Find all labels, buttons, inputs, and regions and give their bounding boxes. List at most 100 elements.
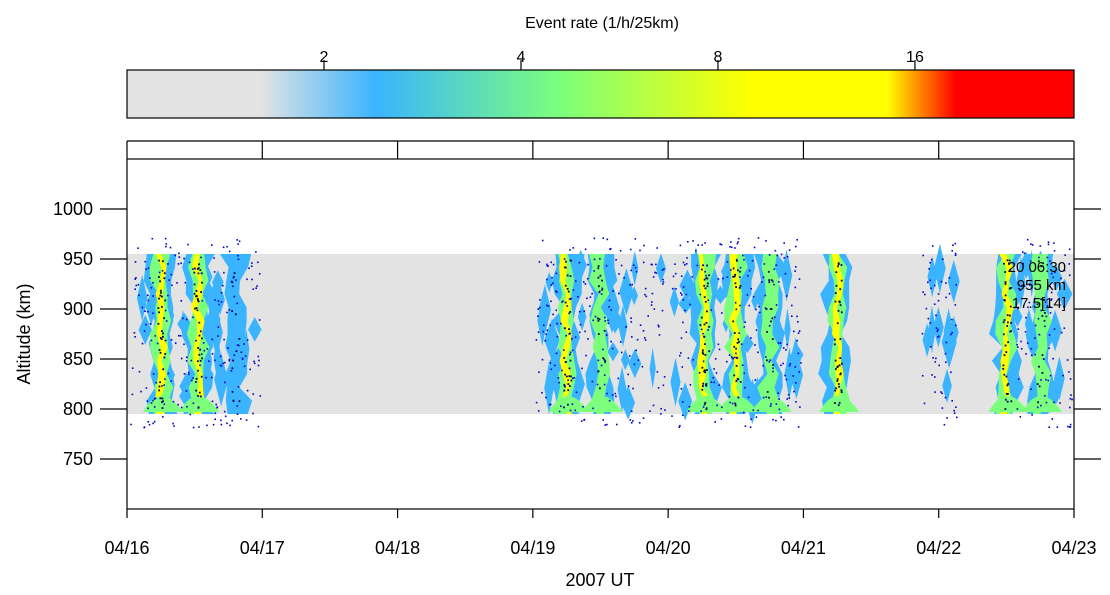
event-dot: [195, 339, 197, 342]
event-dot: [1060, 277, 1062, 280]
event-dot: [200, 272, 203, 275]
event-dot: [778, 408, 781, 411]
event-dot: [200, 375, 203, 378]
event-dot: [1036, 406, 1039, 409]
event-dot: [686, 257, 688, 259]
event-dot: [546, 263, 548, 266]
event-dot: [240, 418, 242, 420]
event-dot: [681, 294, 683, 296]
event-dot: [951, 250, 953, 252]
event-dot: [1004, 281, 1007, 283]
event-dot: [541, 391, 543, 394]
event-dot: [840, 264, 843, 266]
event-dot: [838, 364, 841, 367]
event-dot: [780, 416, 782, 418]
event-dot: [1067, 425, 1069, 428]
event-dot: [604, 424, 606, 426]
event-dot: [549, 362, 552, 364]
event-dot: [183, 373, 186, 375]
event-dot: [1053, 250, 1056, 252]
event-dot: [788, 249, 791, 251]
event-dot: [574, 336, 577, 338]
event-dot: [730, 241, 732, 243]
event-dot: [797, 426, 800, 428]
event-dot: [597, 370, 600, 373]
event-dot: [1036, 303, 1039, 306]
event-dot: [1023, 285, 1026, 287]
event-dot: [605, 264, 608, 267]
event-dot: [924, 293, 926, 296]
event-dot: [551, 276, 553, 279]
event-dot: [572, 289, 575, 291]
event-dot: [596, 317, 599, 320]
event-dot: [837, 309, 840, 312]
event-dot: [651, 263, 653, 266]
rate-patch: [686, 396, 727, 412]
event-dot: [734, 273, 736, 276]
event-dot: [765, 356, 767, 358]
event-dot: [159, 397, 162, 400]
event-dot: [192, 377, 194, 379]
event-dot: [649, 410, 651, 412]
event-dot: [726, 261, 729, 263]
event-dot: [754, 379, 757, 381]
event-dot: [931, 374, 933, 376]
event-dot: [1050, 298, 1053, 300]
rate-blob: [784, 347, 795, 400]
event-dot: [570, 297, 572, 300]
event-dot: [223, 410, 226, 413]
event-dot: [152, 295, 154, 297]
event-dot: [705, 383, 708, 385]
event-dot: [555, 309, 558, 312]
event-dot: [593, 258, 596, 261]
event-dot: [674, 263, 676, 265]
event-dot: [544, 340, 547, 342]
event-dot: [158, 311, 160, 314]
event-dot: [930, 287, 932, 290]
rate-contours: [136, 243, 1073, 425]
event-dot: [786, 343, 788, 346]
event-dot: [541, 239, 544, 242]
event-dot: [572, 247, 575, 249]
event-dot: [259, 395, 262, 397]
rate-blob: [630, 285, 638, 306]
event-dot: [233, 272, 236, 274]
rate-streak: [559, 254, 572, 414]
event-dot: [211, 338, 214, 341]
event-dot: [733, 345, 736, 348]
event-dot: [1028, 284, 1031, 286]
event-dot: [167, 263, 169, 265]
event-dot: [217, 335, 219, 337]
event-dot: [634, 238, 637, 240]
event-dot: [836, 378, 839, 381]
event-dot: [1037, 260, 1040, 263]
event-dot: [537, 410, 540, 412]
event-dot: [1041, 354, 1044, 356]
event-dot: [644, 293, 646, 296]
x-tick-label: 04/21: [781, 538, 826, 558]
event-dot: [564, 266, 567, 269]
event-dot: [208, 360, 210, 362]
event-dot: [934, 391, 936, 393]
event-dot: [1010, 322, 1013, 324]
rate-blob: [631, 250, 639, 286]
event-dot: [1006, 325, 1009, 327]
event-dot: [131, 393, 134, 396]
event-dot: [1004, 283, 1007, 285]
rate-streak: [149, 254, 174, 414]
event-dot: [706, 310, 708, 313]
event-dot: [925, 307, 928, 310]
event-dot: [768, 281, 771, 284]
event-dot: [635, 270, 638, 273]
event-dot: [732, 267, 735, 270]
rate-patch: [717, 396, 758, 412]
event-dot: [220, 292, 223, 294]
rate-blob: [1016, 256, 1026, 310]
rate-blob: [618, 304, 628, 347]
event-dot: [237, 243, 239, 245]
event-dot: [157, 307, 160, 309]
event-dot: [631, 283, 633, 286]
event-dot: [731, 402, 734, 405]
event-dot: [600, 364, 603, 367]
event-dot: [180, 406, 183, 409]
